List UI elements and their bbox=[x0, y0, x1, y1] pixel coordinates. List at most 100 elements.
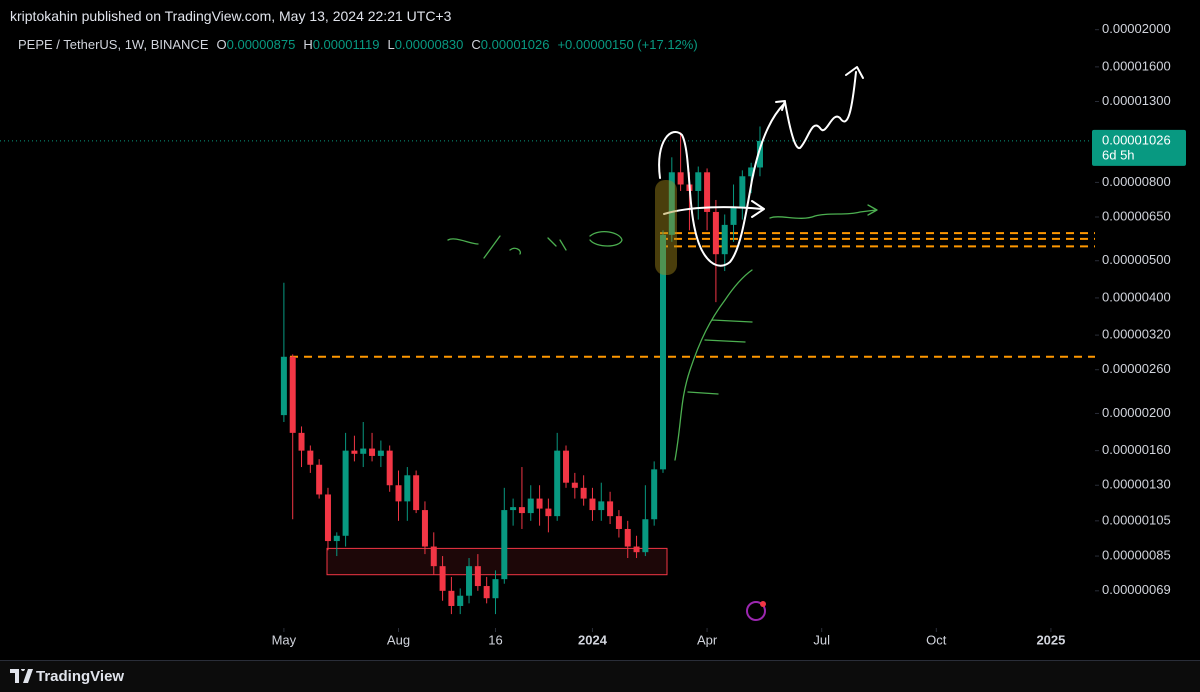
candle-body bbox=[624, 528, 631, 547]
ohlc-value: 0.00000830 bbox=[394, 37, 464, 52]
candle-body bbox=[351, 450, 358, 454]
y-tick-label: 0.00000105 bbox=[1102, 512, 1171, 527]
candle-body bbox=[563, 450, 570, 483]
candle-body bbox=[386, 450, 393, 486]
x-tick-label: Aug bbox=[387, 632, 410, 647]
drawing bbox=[845, 66, 864, 79]
ohlc-key: O bbox=[216, 37, 227, 52]
candle-body bbox=[704, 172, 711, 212]
candle-body bbox=[659, 234, 666, 470]
brand: TradingView bbox=[36, 668, 125, 685]
candle-body bbox=[360, 448, 367, 454]
candle-body bbox=[324, 494, 331, 542]
y-tick-label: 0.00000260 bbox=[1102, 361, 1171, 376]
candle-body bbox=[289, 356, 296, 433]
candle-body bbox=[651, 469, 658, 520]
candle-body bbox=[421, 510, 428, 547]
freehand-drawings bbox=[447, 66, 878, 621]
y-tick-label: 0.00000160 bbox=[1102, 442, 1171, 457]
candle-body bbox=[607, 501, 614, 517]
candle-body bbox=[342, 450, 349, 536]
ohlc-key: H bbox=[303, 37, 313, 52]
candle-body bbox=[439, 566, 446, 591]
drawing bbox=[658, 103, 785, 267]
ohlc-value: 0.00000875 bbox=[226, 37, 296, 52]
candle-body bbox=[457, 595, 464, 606]
candle-body bbox=[642, 519, 649, 553]
candle-body bbox=[501, 510, 508, 580]
candle-body bbox=[589, 498, 596, 511]
publish-info: kriptokahin published on TradingView.com… bbox=[10, 8, 452, 24]
footer: TradingView bbox=[0, 660, 1200, 692]
candle-body bbox=[404, 475, 411, 502]
candle-body bbox=[677, 172, 684, 185]
ohlc-value: 0.00001026 bbox=[480, 37, 550, 52]
y-tick-label: 0.00001600 bbox=[1102, 58, 1171, 73]
candle-body bbox=[756, 140, 763, 168]
candle-body bbox=[712, 211, 719, 255]
symbol: PEPE / TetherUS, 1W, BINANCE bbox=[18, 37, 209, 52]
last-price-tag bbox=[1092, 129, 1186, 166]
candle-body bbox=[298, 432, 305, 451]
candle-body bbox=[730, 207, 737, 225]
change: +0.00000150 (+17.12%) bbox=[557, 37, 698, 52]
y-tick-label: 0.00000130 bbox=[1102, 477, 1171, 492]
candle-body bbox=[466, 566, 473, 596]
candle-body bbox=[748, 167, 755, 177]
candle-body bbox=[510, 507, 517, 511]
candle-body bbox=[571, 482, 578, 488]
y-tick-label: 0.00001300 bbox=[1102, 93, 1171, 108]
drawing bbox=[663, 200, 765, 218]
icon bbox=[760, 601, 766, 607]
y-tick-label: 0.00000085 bbox=[1102, 547, 1171, 562]
candle-body bbox=[448, 590, 455, 606]
y-tick-label: 0.00002000 bbox=[1102, 21, 1171, 36]
candle-body bbox=[280, 356, 287, 416]
y-tick-label: 0.00000400 bbox=[1102, 289, 1171, 304]
candle-body bbox=[492, 579, 499, 599]
candle-body bbox=[598, 501, 605, 511]
candle-body bbox=[377, 450, 384, 456]
candle-body bbox=[615, 516, 622, 529]
x-tick-label: 2024 bbox=[578, 632, 608, 647]
drawing bbox=[674, 269, 753, 461]
logo bbox=[10, 669, 33, 683]
candle-body bbox=[545, 508, 552, 517]
y-tick-label: 0.00000069 bbox=[1102, 582, 1171, 597]
y-tick-label: 0.00000800 bbox=[1102, 174, 1171, 189]
logo-shape bbox=[10, 669, 33, 683]
symbol-bar: PEPE / TetherUS, 1W, BINANCE O 0.00000875… bbox=[18, 37, 698, 52]
candle-body bbox=[695, 172, 702, 191]
countdown: 6d 5h bbox=[1102, 147, 1135, 162]
candle-body bbox=[580, 487, 587, 499]
candle-body bbox=[369, 448, 376, 456]
candle-body bbox=[307, 450, 314, 465]
drawing bbox=[784, 71, 857, 149]
x-tick-label: May bbox=[272, 632, 297, 647]
candle-body bbox=[395, 485, 402, 502]
y-tick-label: 0.00000320 bbox=[1102, 327, 1171, 342]
x-tick-label: 16 bbox=[488, 632, 502, 647]
candle-body bbox=[668, 172, 675, 235]
y-tick-label: 0.00000500 bbox=[1102, 252, 1171, 267]
candle-body bbox=[633, 546, 640, 553]
x-tick-label: Oct bbox=[926, 632, 947, 647]
ohlc-key: C bbox=[471, 37, 481, 52]
x-tick-label: Jul bbox=[813, 632, 830, 647]
candle-body bbox=[474, 566, 481, 587]
candle-body bbox=[333, 535, 340, 542]
x-tick-label: 2025 bbox=[1036, 632, 1065, 647]
candle-body bbox=[483, 586, 490, 599]
ohlc-key: L bbox=[387, 37, 395, 52]
last-price-label: 0.00001026 bbox=[1102, 132, 1171, 147]
highlight bbox=[655, 180, 677, 275]
y-tick-label: 0.00000650 bbox=[1102, 208, 1171, 223]
candle-body bbox=[536, 498, 543, 509]
candle-body bbox=[721, 224, 728, 255]
chart: 0.00002000 0.00001600 0.00001300 0.00000800… bbox=[0, 21, 1186, 648]
x-tick-label: Apr bbox=[697, 632, 718, 647]
candle-body bbox=[316, 464, 323, 495]
icon bbox=[746, 601, 766, 621]
y-tick-label: 0.00000200 bbox=[1102, 405, 1171, 420]
candle-body bbox=[413, 475, 420, 511]
